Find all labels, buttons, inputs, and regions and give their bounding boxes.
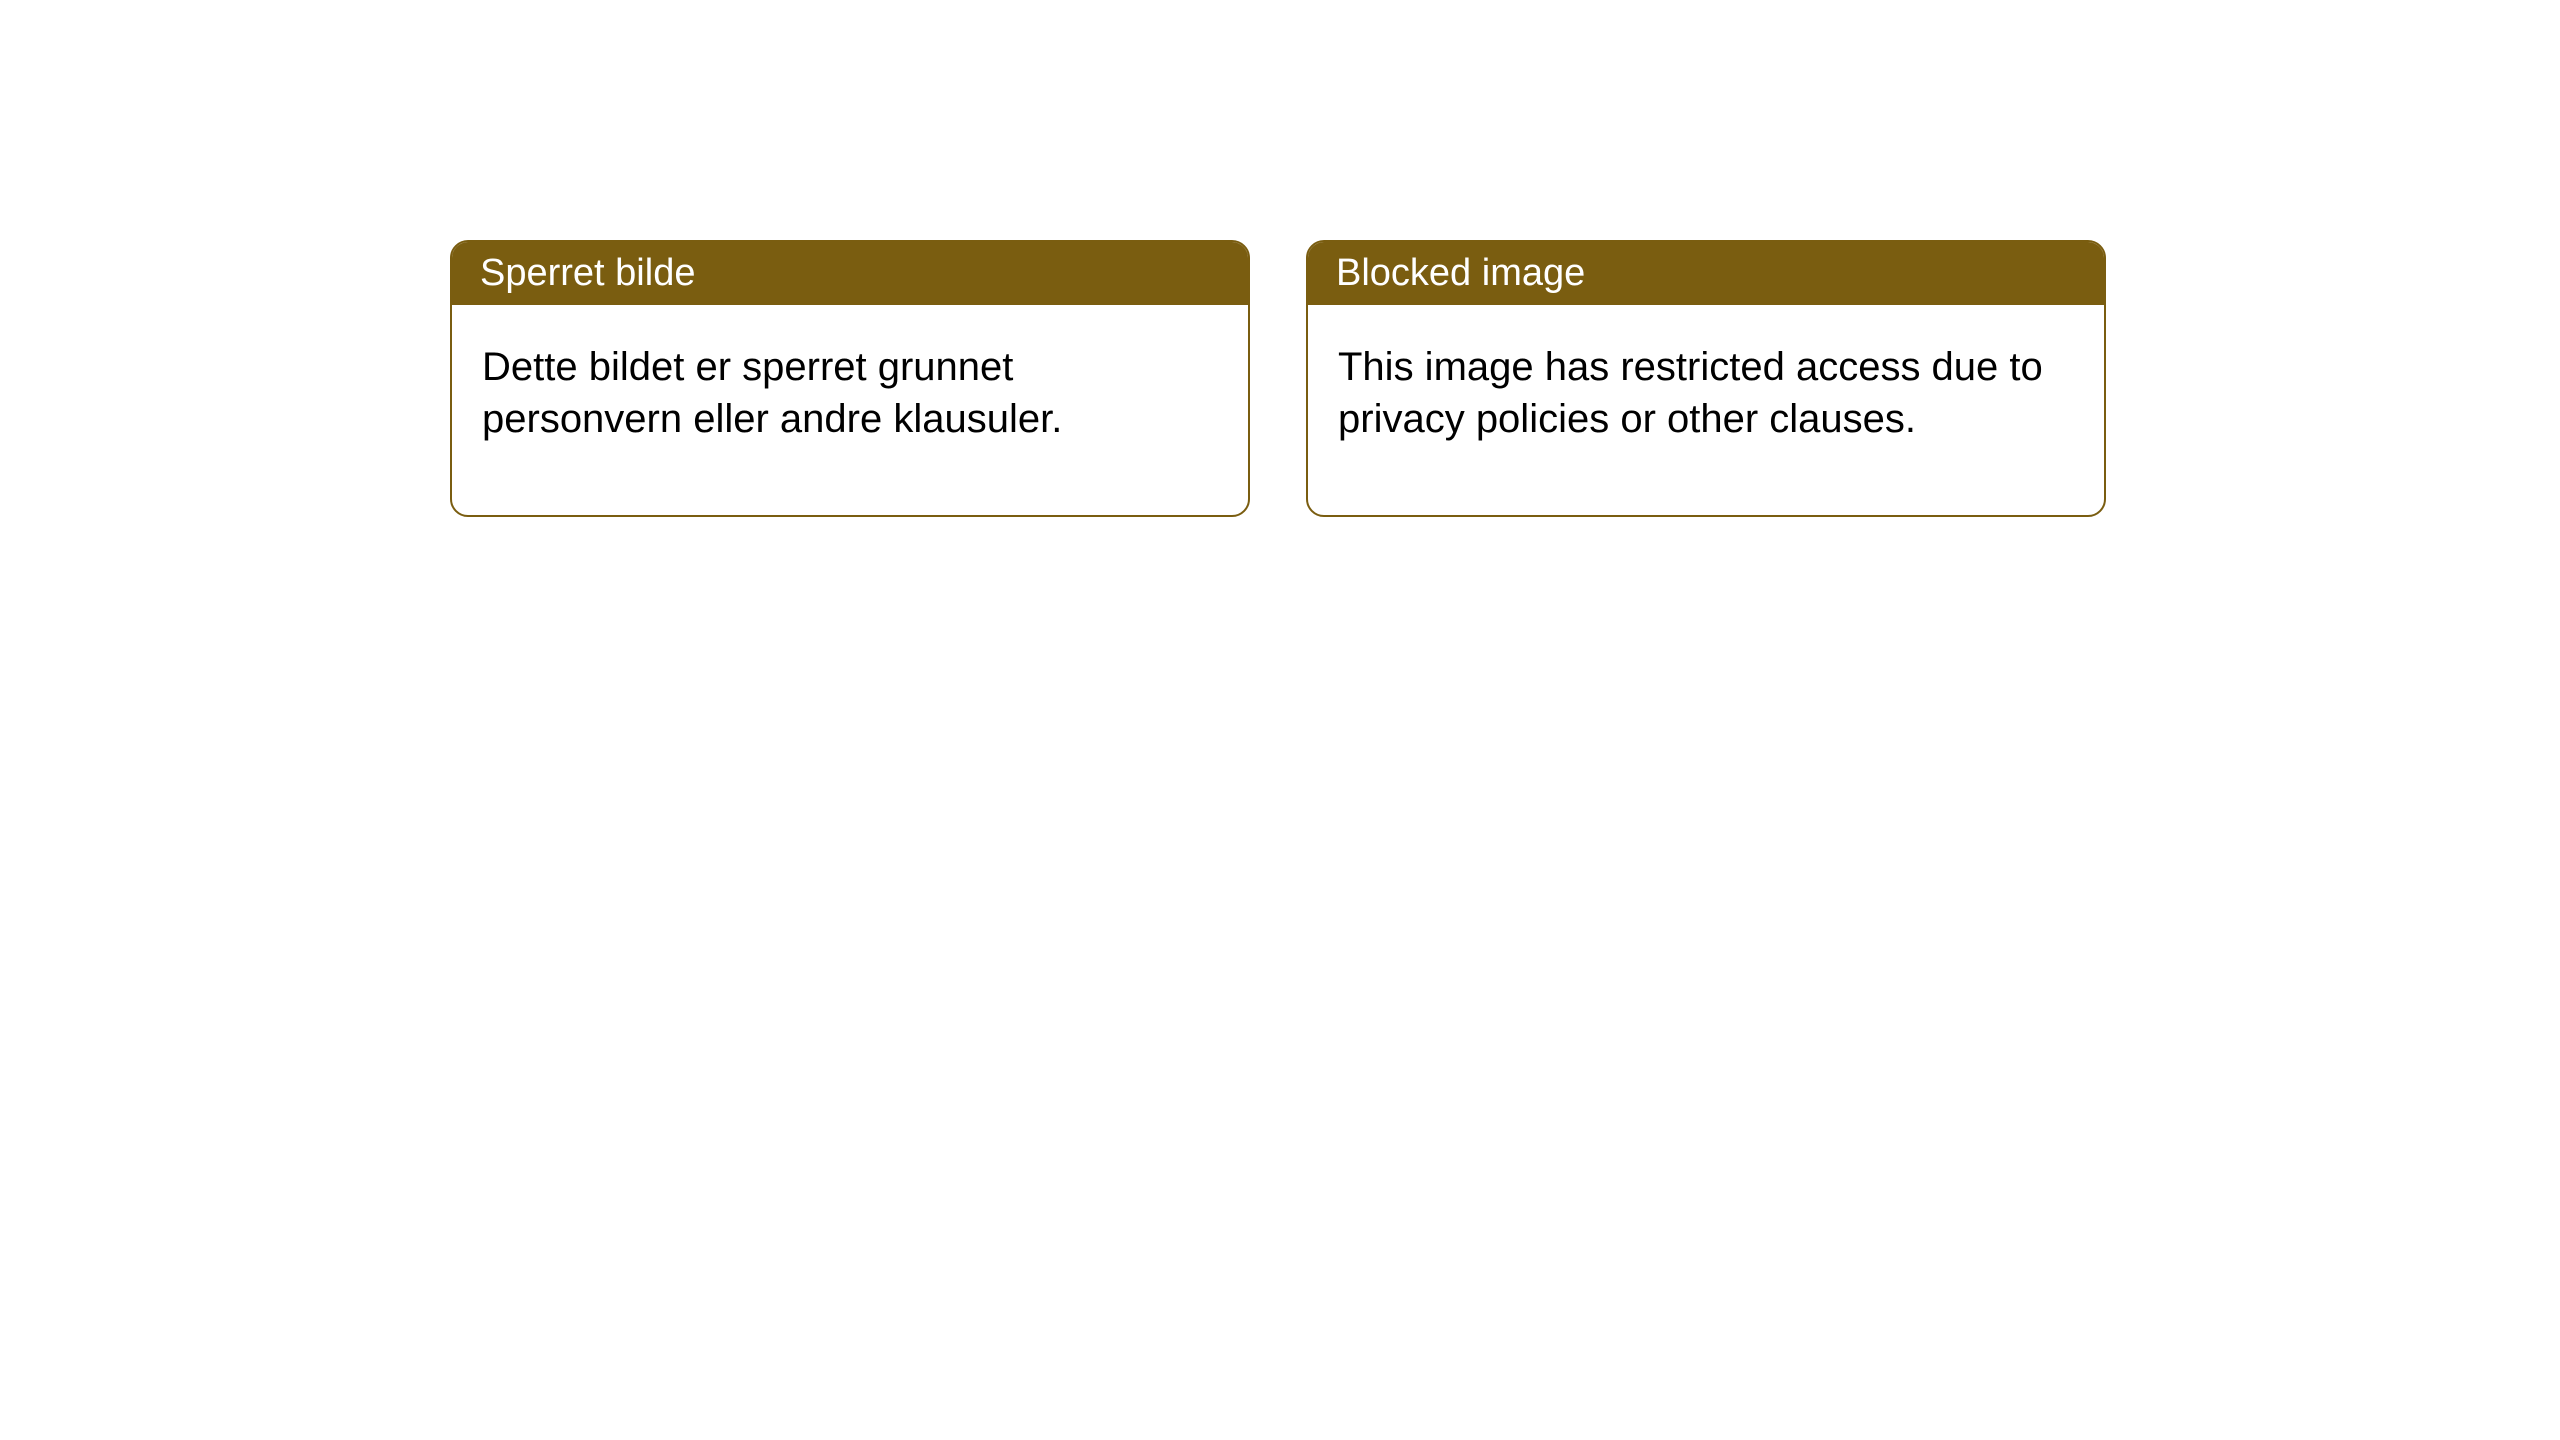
notice-container: Sperret bilde Dette bildet er sperret gr… (450, 240, 2106, 517)
notice-header-english: Blocked image (1308, 242, 2104, 305)
notice-card-english: Blocked image This image has restricted … (1306, 240, 2106, 517)
notice-header-norwegian: Sperret bilde (452, 242, 1248, 305)
notice-body-norwegian: Dette bildet er sperret grunnet personve… (452, 305, 1248, 515)
notice-body-english: This image has restricted access due to … (1308, 305, 2104, 515)
notice-card-norwegian: Sperret bilde Dette bildet er sperret gr… (450, 240, 1250, 517)
